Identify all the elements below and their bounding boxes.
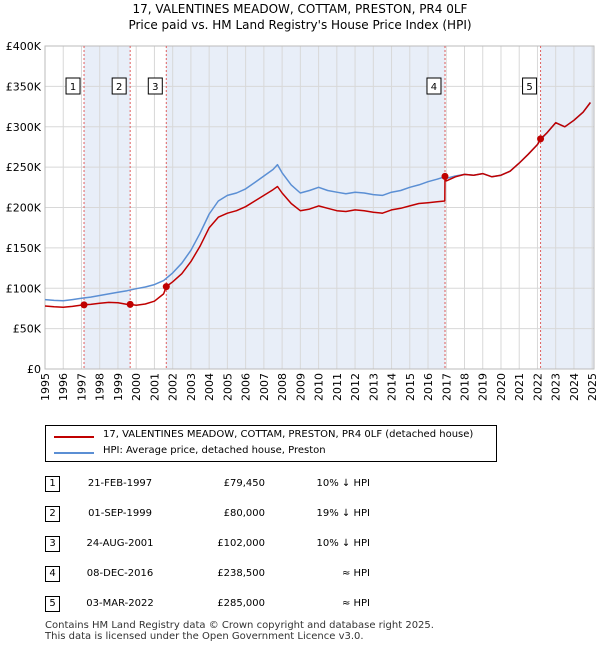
sale-hpi-comparison: 19% ↓ HPI xyxy=(316,508,370,519)
y-tick-label: £50K xyxy=(13,323,42,336)
x-tick-label: 1999 xyxy=(112,373,125,401)
sale-price: £79,450 xyxy=(223,478,265,489)
x-tick-label: 2005 xyxy=(221,373,234,401)
sale-row: 5 03-MAR-2022 £285,000 ≈ HPI xyxy=(0,596,600,616)
sale-price: £285,000 xyxy=(217,598,265,609)
sale-date: 03-MAR-2022 xyxy=(86,598,154,609)
x-tick-label: 1997 xyxy=(75,373,88,401)
x-tick-label: 2012 xyxy=(349,373,362,401)
x-tick-label: 2010 xyxy=(313,373,326,401)
chart-title: 17, VALENTINES MEADOW, COTTAM, PRESTON, … xyxy=(132,2,468,16)
y-tick-label: £150K xyxy=(6,242,42,255)
sale-date: 08-DEC-2016 xyxy=(86,568,154,579)
sale-number-box xyxy=(111,77,127,95)
sale-hpi-comparison: ≈ HPI xyxy=(341,598,370,609)
x-tick-label: 2007 xyxy=(258,373,271,401)
plot-frame xyxy=(44,45,595,370)
sale-point xyxy=(126,300,134,308)
x-tick-label: 1998 xyxy=(94,373,107,401)
x-tick-label: 2019 xyxy=(477,373,490,401)
sale-row: 1 21-FEB-1997 £79,450 10% ↓ HPI xyxy=(0,476,600,496)
x-tick-label: 2011 xyxy=(331,373,344,401)
sale-hpi-comparison: ≈ HPI xyxy=(341,568,370,579)
x-tick-label: 2018 xyxy=(459,373,472,401)
sale-number-badge: 5 xyxy=(45,596,60,612)
footer-licence: This data is licensed under the Open Gov… xyxy=(45,631,364,642)
x-tick-label: 2003 xyxy=(185,373,198,401)
sale-number-label: 5 xyxy=(526,82,532,93)
sale-point xyxy=(441,172,449,180)
x-tick-label: 2013 xyxy=(367,373,380,401)
legend-label-hpi: HPI: Average price, detached house, Pres… xyxy=(103,445,326,456)
y-tick-label: £250K xyxy=(6,161,42,174)
sale-number-label: 4 xyxy=(431,82,437,93)
sale-number-box xyxy=(426,77,442,95)
x-tick-label: 2009 xyxy=(294,373,307,401)
legend-swatch-property xyxy=(54,436,94,438)
x-tick-label: 2006 xyxy=(240,373,253,401)
x-tick-label: 2020 xyxy=(495,373,508,401)
footer-copyright: Contains HM Land Registry data © Crown c… xyxy=(45,620,434,631)
x-tick-label: 2001 xyxy=(148,373,161,401)
legend-label-property: 17, VALENTINES MEADOW, COTTAM, PRESTON, … xyxy=(103,429,474,440)
sale-row: 4 08-DEC-2016 £238,500 ≈ HPI xyxy=(0,566,600,586)
sale-date: 01-SEP-1999 xyxy=(88,508,152,519)
x-tick-label: 2004 xyxy=(203,373,216,401)
x-tick-label: 2025 xyxy=(586,373,599,401)
x-tick-label: 2014 xyxy=(386,373,399,401)
x-tick-label: 2000 xyxy=(130,373,143,401)
sale-number-badge: 2 xyxy=(45,506,60,522)
sale-number-label: 2 xyxy=(116,82,122,93)
sale-hpi-comparison: 10% ↓ HPI xyxy=(316,478,370,489)
sale-number-badge: 4 xyxy=(45,566,60,582)
x-tick-label: 1995 xyxy=(39,373,52,401)
x-tick-label: 2016 xyxy=(422,373,435,401)
sale-price: £238,500 xyxy=(217,568,265,579)
sale-number-label: 3 xyxy=(152,82,158,93)
sale-row: 2 01-SEP-1999 £80,000 19% ↓ HPI xyxy=(0,506,600,526)
sale-point xyxy=(80,301,88,309)
x-tick-label: 2024 xyxy=(568,373,581,401)
sale-point xyxy=(162,283,170,291)
x-tick-label: 2022 xyxy=(531,373,544,401)
sale-row: 3 24-AUG-2001 £102,000 10% ↓ HPI xyxy=(0,536,600,556)
sale-price: £102,000 xyxy=(217,538,265,549)
chart-subtitle: Price paid vs. HM Land Registry's House … xyxy=(128,18,472,32)
x-tick-label: 2015 xyxy=(404,373,417,401)
sale-number-box xyxy=(147,77,163,95)
y-tick-label: £350K xyxy=(6,80,42,93)
sale-date: 21-FEB-1997 xyxy=(87,478,153,489)
y-tick-label: £100K xyxy=(6,282,42,295)
chart-legend: 17, VALENTINES MEADOW, COTTAM, PRESTON, … xyxy=(45,425,497,462)
legend-swatch-hpi xyxy=(54,452,94,454)
property-price-line xyxy=(44,102,591,308)
sale-price: £80,000 xyxy=(223,508,265,519)
sale-date: 24-AUG-2001 xyxy=(86,538,154,549)
y-tick-label: £200K xyxy=(6,202,42,215)
y-tick-label: £0 xyxy=(27,363,41,376)
price-chart: £0 £50K £100K £150K £200K £250K £300K £350K £400… xyxy=(6,40,599,401)
sale-number-badge: 1 xyxy=(45,476,60,492)
x-tick-label: 2021 xyxy=(513,373,526,401)
x-tick-label: 2017 xyxy=(440,373,453,401)
y-tick-label: £300K xyxy=(6,121,42,134)
sale-hpi-comparison: 10% ↓ HPI xyxy=(316,538,370,549)
sale-number-box xyxy=(522,77,538,95)
x-tick-label: 1996 xyxy=(57,373,70,401)
x-tick-label: 2023 xyxy=(550,373,563,401)
y-tick-label: £400K xyxy=(6,40,42,53)
x-tick-label: 2002 xyxy=(167,373,180,401)
sale-number-badge: 3 xyxy=(45,536,60,552)
sale-number-box xyxy=(65,77,81,95)
sale-point xyxy=(537,135,545,143)
x-tick-label: 2008 xyxy=(276,373,289,401)
sale-number-label: 1 xyxy=(70,82,76,93)
